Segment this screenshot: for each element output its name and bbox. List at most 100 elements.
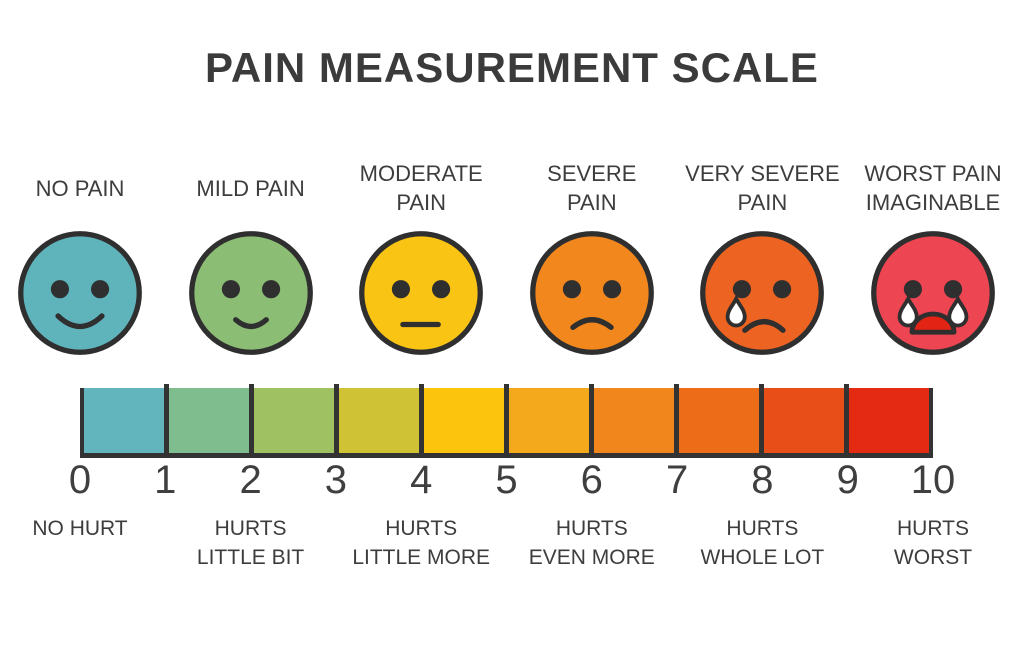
frown-mouth [570, 317, 614, 331]
face-column-very-severe-pain: VERY SEVERE PAIN [667, 157, 857, 358]
face-label-line: PAIN [737, 190, 788, 215]
left-eye [392, 280, 411, 299]
scale-number-3: 3 [324, 458, 348, 502]
right-eye [261, 280, 280, 299]
scale-segment-5 [509, 388, 589, 453]
scale-number-6: 6 [580, 458, 603, 502]
descriptor-line: HURTS [385, 517, 458, 540]
face-column-moderate-pain: MODERATE PAIN [326, 157, 516, 358]
face-label-line: NO PAIN [35, 175, 125, 201]
right-eye [943, 280, 963, 299]
scale-segment-0 [84, 388, 164, 453]
face-column-no-pain: NO PAIN [0, 157, 175, 358]
scale-number-1: 1 [154, 458, 177, 502]
descriptor-line: WHOLE LOT [700, 546, 825, 569]
face-circle [18, 231, 142, 355]
open-frown-mouth [909, 311, 957, 335]
smile-mouth [55, 313, 105, 330]
left-eye [733, 280, 752, 299]
face-column-worst-pain: WORST PAIN IMAGINABLE [838, 157, 1024, 358]
face-label: NO PAIN [0, 157, 175, 219]
descriptor-hurts-whole-lot: HURTS WHOLE LOT [662, 514, 862, 572]
tear-drop [897, 294, 919, 328]
segment-divider [844, 384, 849, 453]
segment-divider [504, 384, 509, 453]
face-circle [529, 231, 654, 355]
descriptor-line: HURTS [555, 517, 628, 540]
scale-segment-8 [764, 388, 844, 453]
scale-number-0: 0 [68, 458, 92, 502]
scale-number-8: 8 [751, 458, 774, 502]
segment-divider [759, 384, 764, 453]
face-column-severe-pain: SEVERE PAIN [497, 157, 687, 358]
face-column-mild-pain: MILD PAIN [156, 157, 346, 358]
face-label-line: VERY SEVERE [685, 161, 840, 186]
scale-number-10: 10 [910, 458, 956, 502]
right-eye [602, 280, 621, 299]
descriptor-line: LITTLE MORE [352, 546, 491, 569]
face-label-line: MODERATE [359, 161, 483, 186]
descriptor-line: WORST [893, 546, 973, 569]
scale-bar [80, 384, 933, 458]
left-eye [50, 280, 70, 299]
face-label: VERY SEVERE PAIN [667, 157, 857, 219]
face-circle [188, 231, 313, 355]
scale-segment-7 [679, 388, 759, 453]
very-severe-pain-face-icon [700, 231, 825, 355]
deep-frown-mouth [742, 319, 787, 333]
scale-segment-6 [594, 388, 674, 453]
face-label-line: MILD PAIN [196, 175, 305, 201]
scale-segment-9 [849, 388, 929, 453]
scale-segment-2 [254, 388, 334, 453]
left-eye [221, 280, 240, 299]
descriptor-line: HURTS [897, 517, 969, 540]
tear-drop [726, 294, 748, 328]
face-circle [359, 231, 484, 355]
descriptor-line: HURTS [726, 517, 799, 540]
scale-segment-3 [339, 388, 419, 453]
right-eye [773, 280, 792, 299]
scale-numbers: 0 1 2 3 4 5 6 7 8 9 10 [0, 459, 1024, 503]
scale-segment-4 [424, 388, 504, 453]
segment-divider [164, 384, 169, 453]
descriptor-no-hurt: NO HURT [0, 514, 180, 543]
tear-drop [947, 294, 969, 328]
descriptor-hurts-little-more: HURTS LITTLE MORE [321, 514, 521, 572]
segment-divider [334, 384, 339, 453]
descriptor-line: EVEN MORE [528, 546, 655, 569]
descriptor-line: LITTLE BIT [196, 546, 305, 569]
segment-divider [419, 384, 424, 453]
descriptor-hurts-even-more: HURTS EVEN MORE [492, 514, 692, 572]
right-eye [90, 280, 110, 299]
moderate-pain-face-icon [359, 231, 484, 355]
segment-divider [589, 384, 594, 453]
descriptor-line: HURTS [214, 517, 287, 540]
severe-pain-face-icon [529, 231, 654, 355]
face-label-line: PAIN [396, 190, 447, 215]
scale-number-5: 5 [495, 458, 518, 502]
descriptor-hurts-worst: HURTS WORST [833, 514, 1024, 572]
scale-number-7: 7 [665, 458, 689, 502]
segment-divider [249, 384, 254, 453]
scale-number-9: 9 [836, 458, 859, 502]
worst-pain-face-icon [871, 231, 995, 355]
small-smile-mouth [232, 317, 269, 330]
right-eye [432, 280, 451, 299]
descriptor-line: NO HURT [32, 517, 128, 540]
face-label: MODERATE PAIN [326, 157, 516, 219]
descriptor-hurts-little-bit: HURTS LITTLE BIT [151, 514, 351, 572]
mild-pain-face-icon [188, 231, 313, 355]
face-label: SEVERE PAIN [497, 157, 687, 219]
left-eye [562, 280, 581, 299]
scale-number-4: 4 [410, 458, 433, 502]
face-label: MILD PAIN [156, 157, 346, 219]
left-eye [903, 280, 923, 299]
face-label-line: WORST PAIN [864, 161, 1002, 186]
no-pain-face-icon [18, 231, 142, 355]
face-label-line: PAIN [566, 190, 617, 215]
face-label-line: IMAGINABLE [865, 190, 1001, 215]
face-label-line: SEVERE [547, 161, 637, 186]
face-circle [700, 231, 825, 355]
segment-divider [674, 384, 679, 453]
